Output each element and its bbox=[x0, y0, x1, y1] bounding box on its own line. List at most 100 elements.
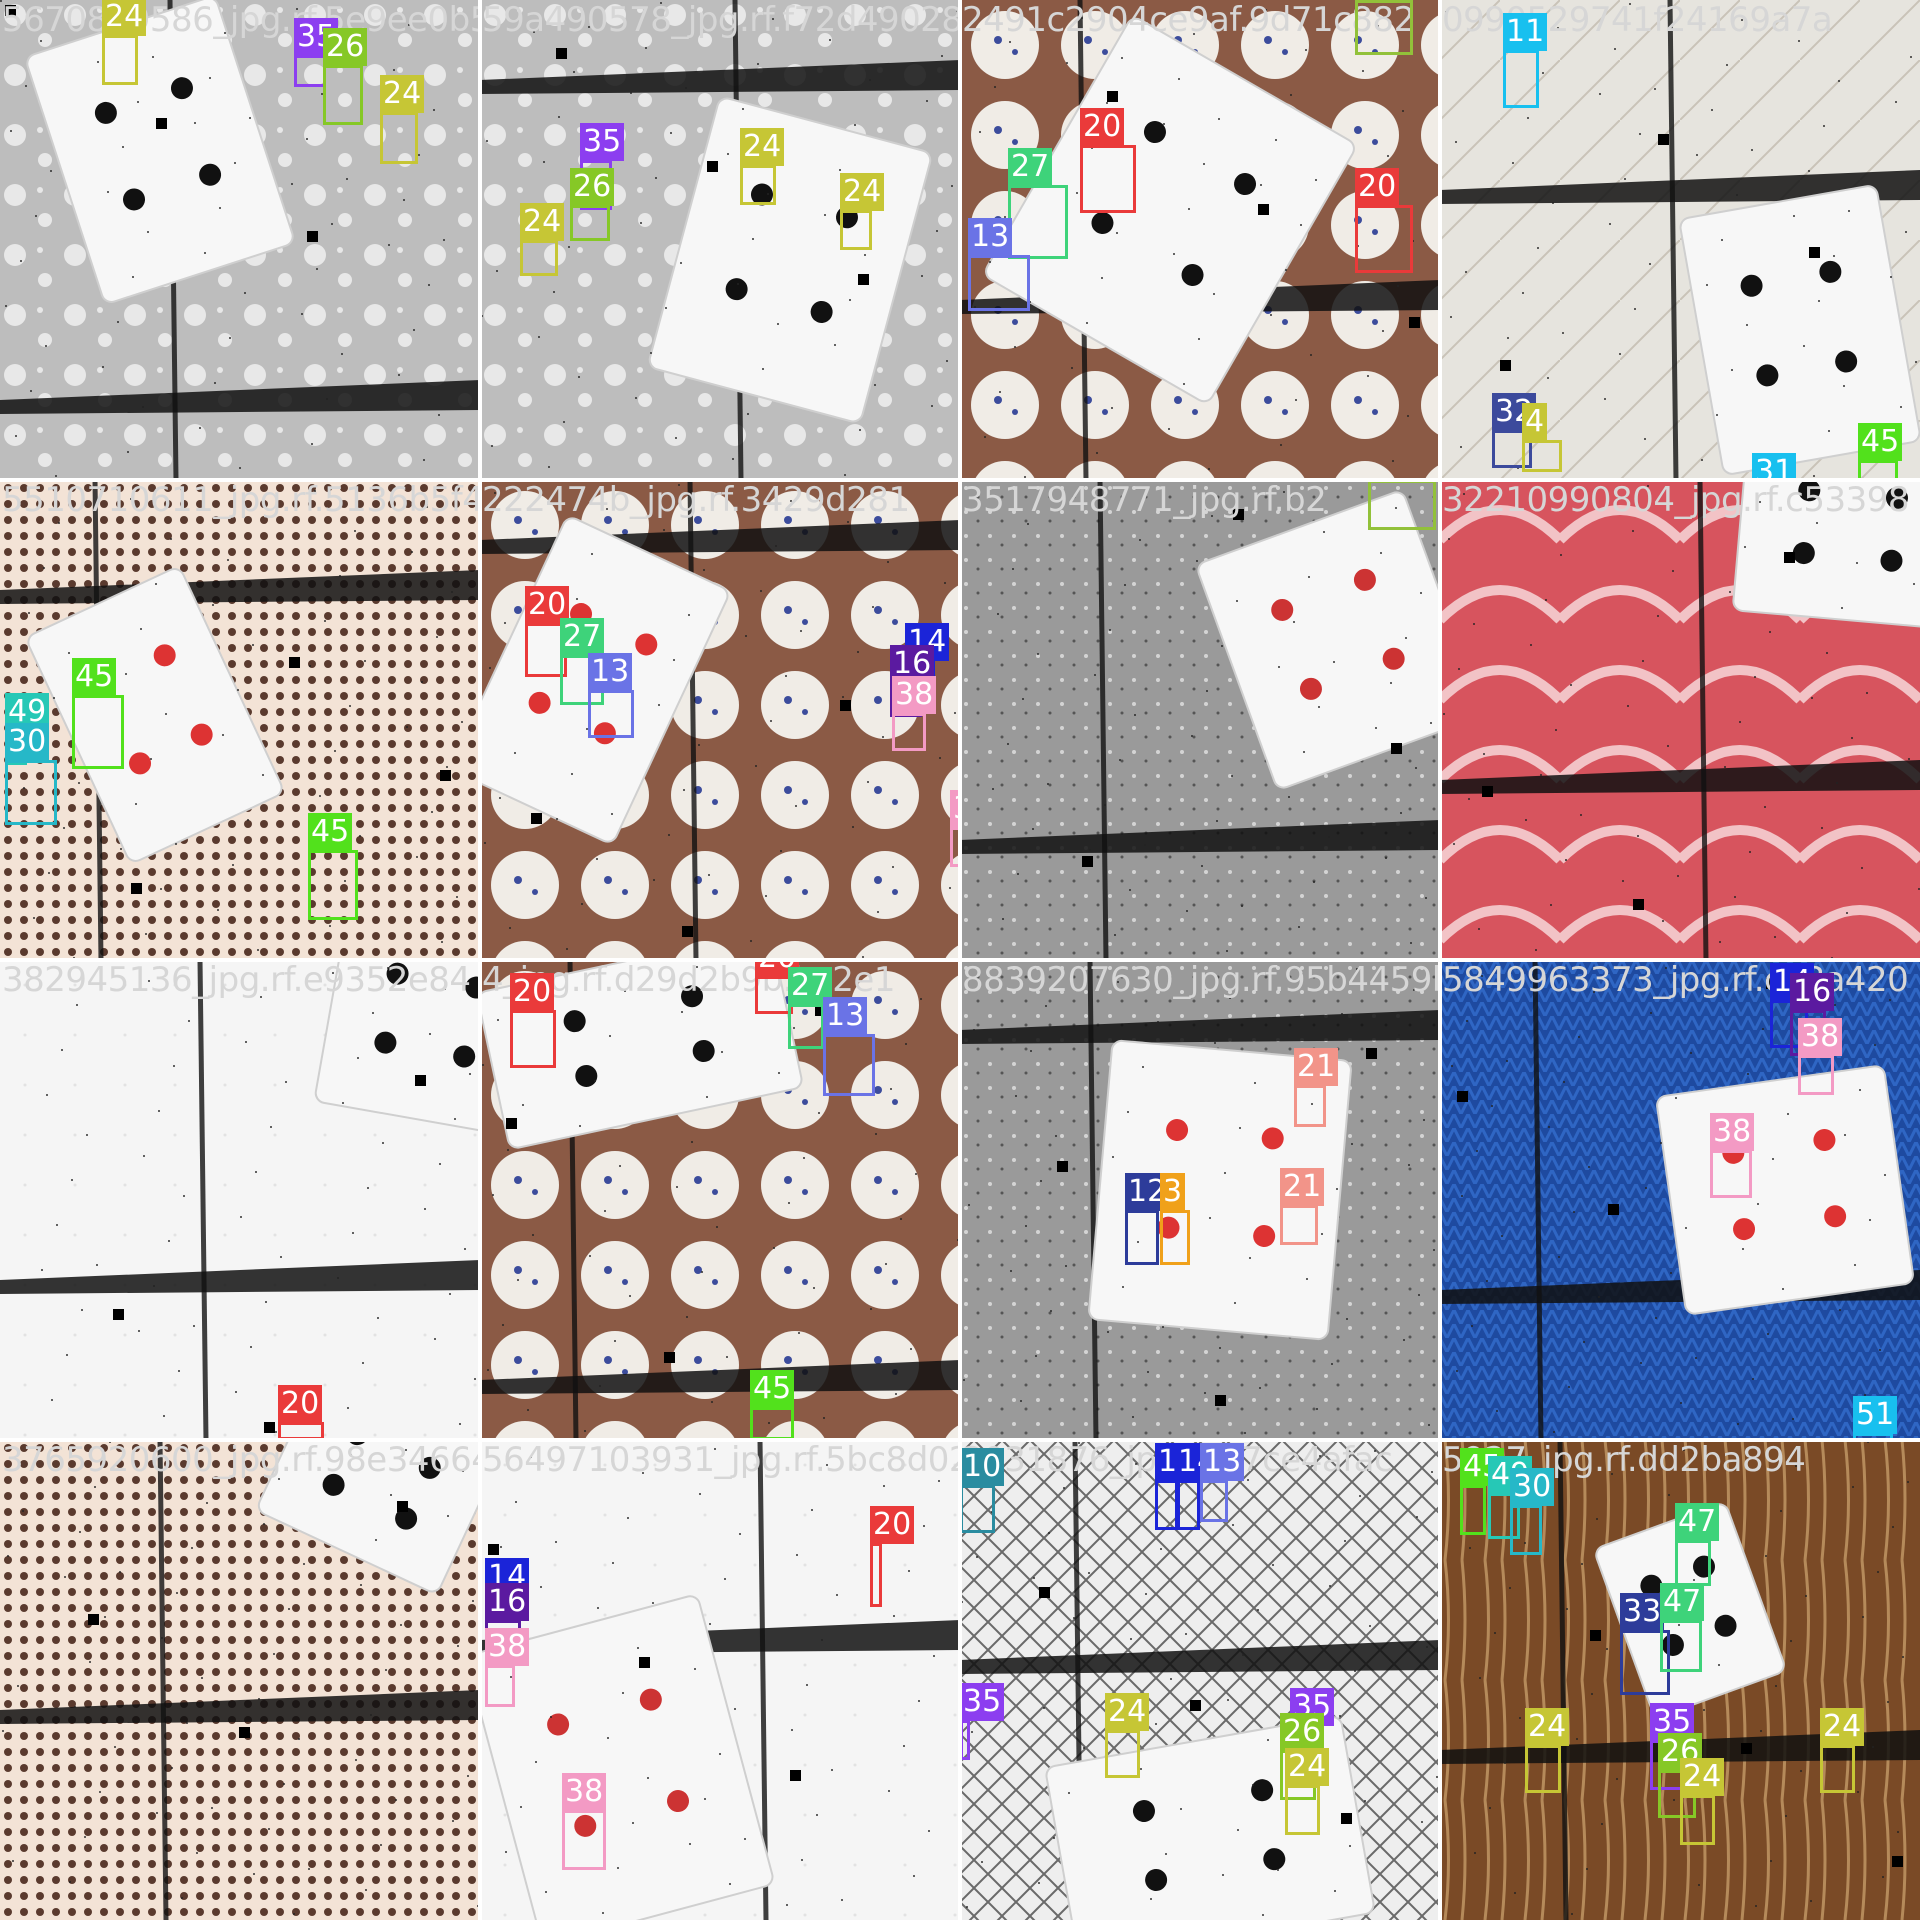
class-label: 51 bbox=[1853, 1396, 1898, 1434]
bounding-box: 24 bbox=[1680, 1758, 1725, 1845]
class-label: 38 bbox=[1798, 1018, 1843, 1056]
class-label: 4 bbox=[1522, 403, 1548, 441]
mosaic-tile: 0990529741f24169a7a 11 32 4 45 31 bbox=[1440, 0, 1920, 480]
bounding-box: 24 bbox=[102, 0, 147, 85]
bounding-box: 38 bbox=[562, 1773, 607, 1870]
mosaic-tile: 382945136_jpg.rf.e9352e84 20 bbox=[0, 960, 480, 1440]
bounding-box: 11 bbox=[1503, 13, 1548, 108]
mosaic-tile: 32210990804_jpg.rf.c53398 bbox=[1440, 480, 1920, 960]
class-label: 16 bbox=[1790, 973, 1835, 1011]
mosaic-tile: 56497103931_jpg.rf.5bc8d022 14 16 38 38 20 bbox=[480, 1440, 960, 1920]
bounding-box: 38 bbox=[485, 1628, 530, 1707]
tile-filename-caption: 222474b_jpg.rf.3429d281 bbox=[482, 480, 910, 520]
class-label: 20 bbox=[278, 1385, 323, 1423]
class-label: 20 bbox=[510, 973, 555, 1011]
bounding-box: 30 bbox=[5, 723, 57, 825]
tile-filename-caption: 3765920600_jpg.rf.98e34664 bbox=[2, 1440, 480, 1480]
tile-filename-caption: 59a490578_jpg.rf.f72d49028 bbox=[482, 0, 960, 40]
class-label: 20 bbox=[870, 1506, 915, 1544]
class-label: 38 bbox=[562, 1773, 607, 1811]
bounding-box: 27 bbox=[788, 967, 833, 1049]
bounding-box: 21 bbox=[1294, 1048, 1339, 1127]
tile-filename-caption: 32210990804_jpg.rf.c53398 bbox=[1442, 480, 1910, 520]
bounding-box: 13 bbox=[1200, 1443, 1245, 1522]
bounding-box: 20 bbox=[278, 1385, 324, 1440]
class-label: 45 bbox=[750, 1370, 795, 1408]
tile-image bbox=[960, 0, 1440, 480]
tile-filename-caption: 3517948771_jpg.rf.b2 bbox=[962, 480, 1327, 520]
mosaic-tile: 222474b_jpg.rf.3429d28120271314163838 bbox=[480, 480, 960, 960]
tile-image bbox=[960, 480, 1440, 960]
mosaic-tile: 2491c2904ce9af.9d71c882 20 27 20 13 6 bbox=[960, 0, 1440, 480]
mosaic-tile: 59a490578_jpg.rf.f72d49028 35 26 24 24 24 bbox=[480, 0, 960, 480]
bounding-box: 27 bbox=[560, 618, 605, 705]
tile-divider bbox=[0, 958, 1920, 962]
tile-filename-caption: 8839207630_jpg.rf.95b4459bb2 bbox=[962, 960, 1440, 1000]
class-label: 38 bbox=[950, 790, 960, 828]
bounding-box: 47 bbox=[1675, 1503, 1720, 1586]
class-label: 24 bbox=[1105, 1693, 1150, 1731]
class-label: 24 bbox=[1820, 1708, 1865, 1746]
mosaic-tile: 5849963373_jpg.rf.c48a4201416383851 bbox=[1440, 960, 1920, 1440]
bounding-box: 26 bbox=[570, 168, 615, 241]
mosaic-tile: 2031876_jpg.rf.a7ce4afac1011141335243526… bbox=[960, 1440, 1440, 1920]
class-label: 13 bbox=[823, 997, 868, 1035]
bounding-box: 24 bbox=[740, 128, 785, 205]
bounding-box: 10 bbox=[960, 1448, 1005, 1533]
bounding-box: 27 bbox=[1008, 148, 1068, 259]
class-label: 35 bbox=[960, 1683, 1005, 1721]
bounding-box: 3 bbox=[1160, 1173, 1190, 1265]
bounding-box: 38 bbox=[1710, 1113, 1755, 1198]
bounding-box: 45 bbox=[750, 1370, 795, 1440]
class-label: 24 bbox=[740, 128, 785, 166]
mosaic-tile: 8839207630_jpg.rf.95b4459bb2 21 21 123 bbox=[960, 960, 1440, 1440]
class-label: 16 bbox=[485, 1583, 530, 1621]
bounding-box: 12 bbox=[1125, 1173, 1170, 1265]
class-label: 21 bbox=[1280, 1168, 1325, 1206]
bounding-box: 30 bbox=[1510, 1468, 1555, 1555]
class-label: 20 bbox=[1355, 168, 1400, 206]
tile-filename-caption: 0990529741f24169a7a bbox=[1442, 0, 1833, 40]
bounding-box: 33 bbox=[1620, 1593, 1670, 1695]
bounding-box: 21 bbox=[1280, 1168, 1325, 1245]
class-label: 47 bbox=[1660, 1583, 1705, 1621]
class-label: 30 bbox=[1510, 1468, 1555, 1506]
class-label: 27 bbox=[560, 618, 605, 656]
bounding-box: 45 bbox=[1858, 423, 1903, 480]
class-label: 3 bbox=[1160, 1173, 1186, 1211]
bounding-box: 38 bbox=[1798, 1018, 1843, 1095]
bounding-box: 20 bbox=[525, 586, 570, 677]
tile-image bbox=[1440, 480, 1920, 960]
bounding-box: 45 bbox=[308, 813, 358, 920]
tile-image bbox=[960, 960, 1440, 1440]
bounding-box: 20 bbox=[510, 973, 556, 1068]
class-label: 35 bbox=[580, 123, 625, 161]
mosaic-tile: 3765920600_jpg.rf.98e34664 bbox=[0, 1440, 480, 1920]
bounding-box: 26 bbox=[323, 28, 368, 125]
tile-filename-caption: 5510710611_jpg.rf.5136b5f4993 bbox=[2, 480, 480, 520]
class-label: 20 bbox=[1080, 108, 1125, 146]
bounding-box: 24 bbox=[380, 75, 425, 164]
bounding-box: 20 bbox=[870, 1506, 915, 1607]
class-label: 21 bbox=[1294, 1048, 1339, 1086]
tile-image bbox=[480, 1440, 960, 1920]
tile-image bbox=[0, 1440, 480, 1920]
class-label: 13 bbox=[588, 653, 633, 691]
class-label: 38 bbox=[1710, 1113, 1755, 1151]
class-label: 45 bbox=[308, 813, 353, 851]
bounding-box: 4 bbox=[1522, 403, 1562, 472]
bounding-box: 24 bbox=[1820, 1708, 1865, 1793]
class-label: 10 bbox=[960, 1448, 1005, 1486]
class-label: 45 bbox=[72, 658, 117, 696]
tile-image bbox=[0, 0, 480, 480]
tile-image bbox=[480, 480, 960, 960]
class-label: 6 bbox=[1355, 0, 1381, 1]
class-label: 13 bbox=[968, 218, 1013, 256]
class-label: 24 bbox=[380, 75, 425, 113]
class-label: 27 bbox=[1008, 148, 1053, 186]
bounding-box: 45 bbox=[1460, 1448, 1505, 1535]
tile-filename-caption: 382945136_jpg.rf.e9352e84 bbox=[2, 960, 471, 1000]
bounding-box: 24 bbox=[1525, 1708, 1570, 1793]
tile-divider bbox=[1438, 0, 1442, 1920]
